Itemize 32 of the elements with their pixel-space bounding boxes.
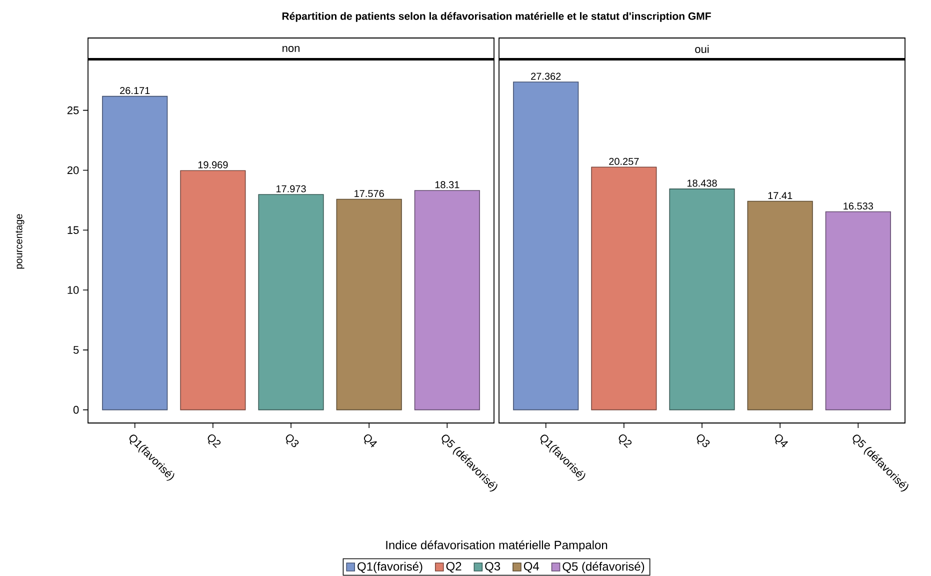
data-label: 18.31 xyxy=(435,181,460,188)
x-axis-title: Indice défavorisation matérielle Pampalon xyxy=(386,540,608,552)
data-label: 16.533 xyxy=(844,202,874,210)
x-tick-label: Q4 xyxy=(364,434,377,448)
data-label: 26.171 xyxy=(120,87,150,94)
legend-label: Q3 xyxy=(485,562,500,573)
chart-subtitle: non xyxy=(282,46,300,52)
legend-label: Q5 (défavorisé) xyxy=(562,562,644,574)
y-tick-label: 0 xyxy=(73,406,79,414)
y-tick-label: 5 xyxy=(73,346,79,354)
data-label: 20.257 xyxy=(609,158,639,165)
y-tick-label: 25 xyxy=(67,106,79,114)
y-tick-label: 15 xyxy=(68,226,79,234)
chart-title: Répartition de patients selon la défavorisation matérielle et le statut d'inscription GMF xyxy=(282,12,711,22)
x-tick-label: Q4 xyxy=(774,434,788,448)
data-label: 19.969 xyxy=(198,161,228,168)
data-label: 27.362 xyxy=(531,72,561,80)
x-tick-label: Q3 xyxy=(286,434,299,448)
data-label: 17.41 xyxy=(768,192,792,200)
legend-label: Q2 xyxy=(446,562,462,573)
x-tick-label: Q2 xyxy=(618,434,632,448)
data-label: 17.576 xyxy=(354,190,384,198)
data-label: 17.973 xyxy=(276,185,306,192)
chart-subtitle: oui xyxy=(695,44,709,54)
y-tick-label: 20 xyxy=(67,166,79,174)
x-tick-label: Q2 xyxy=(208,434,221,448)
y-tick-label: 10 xyxy=(68,286,79,294)
x-tick-label: Q3 xyxy=(696,434,710,448)
legend-label: Q4 xyxy=(524,562,540,573)
legend-label: Q1(favorisé) xyxy=(358,562,422,574)
y-axis-title: pourcentage xyxy=(16,214,24,269)
data-label: 18.438 xyxy=(687,180,717,187)
